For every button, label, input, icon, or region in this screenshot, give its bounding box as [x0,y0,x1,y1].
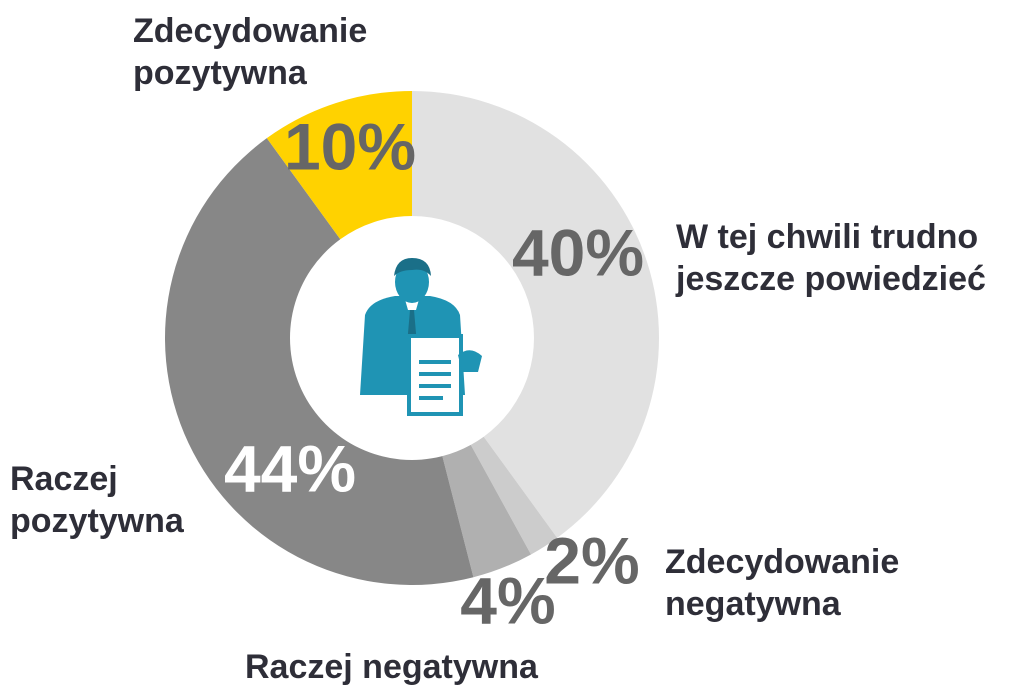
category-label: W tej chwili trudno jeszcze powiedzieć [676,218,986,298]
category-label: Raczej negatywna [245,648,538,686]
value-label: 4% [460,563,555,637]
donut-segment [164,138,474,586]
category-label: Zdecydowanie negatywna [665,543,900,623]
donut-segment [470,436,558,555]
donut-segment [442,444,531,578]
value-label: 10% [284,109,416,183]
category-label: Zdecydowanie pozytywna [133,12,368,92]
center-icon [292,218,532,458]
donut-segment [412,91,660,538]
value-label: 44% [224,431,356,505]
value-label: 40% [512,215,644,289]
value-label: 2% [544,523,639,597]
category-label: Raczej pozytywna [10,460,184,540]
donut-segment [266,91,412,240]
